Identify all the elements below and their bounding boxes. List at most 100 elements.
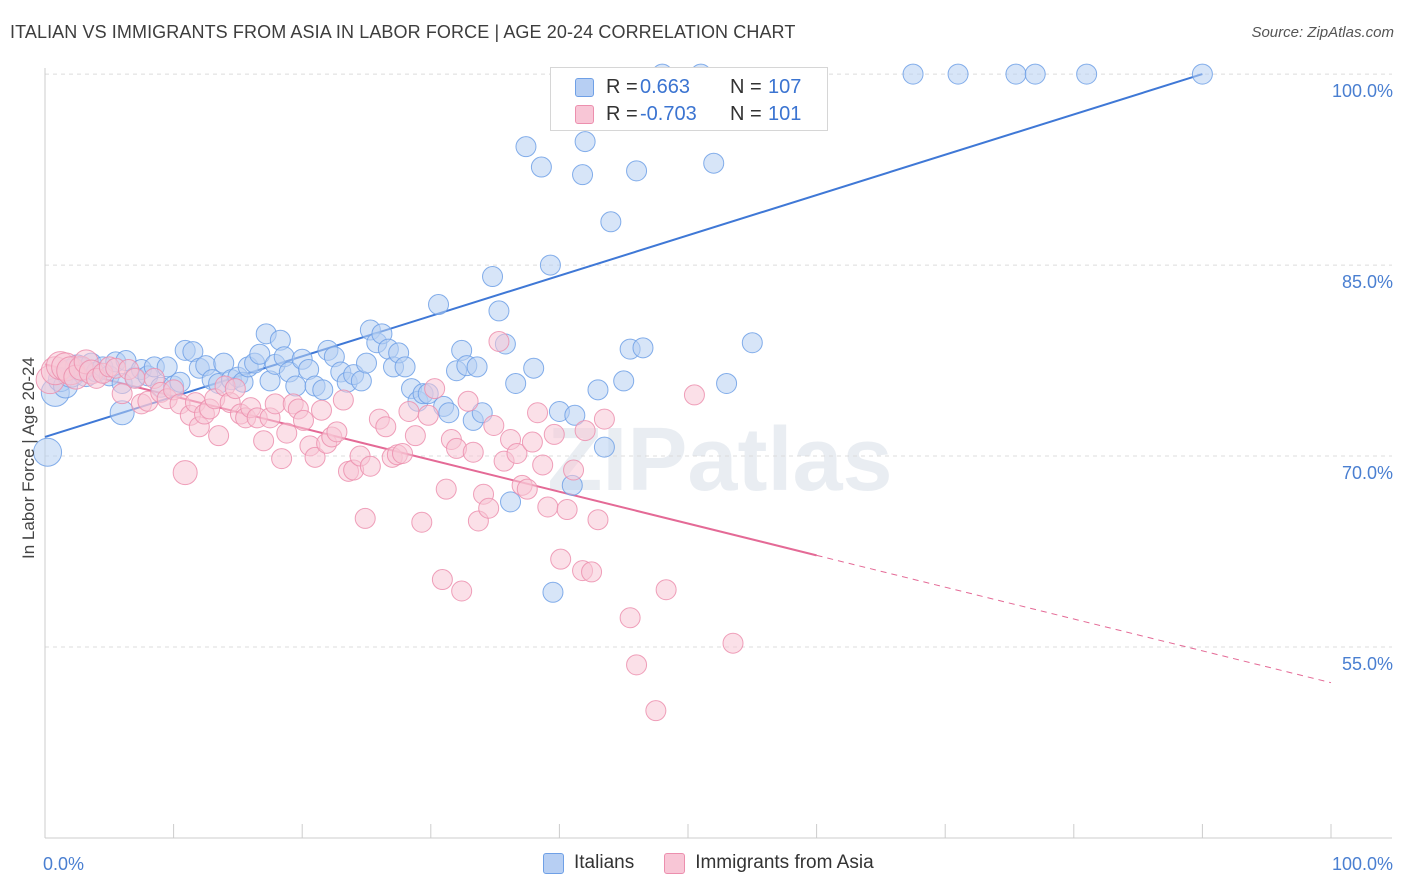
legend-swatch-immigrants — [664, 852, 686, 874]
data-point — [574, 131, 596, 153]
data-point — [392, 443, 414, 465]
data-point — [424, 378, 446, 400]
data-point — [574, 420, 596, 442]
data-point — [438, 402, 460, 424]
data-point — [172, 460, 198, 486]
data-point — [1191, 63, 1213, 85]
data-point — [593, 408, 615, 430]
data-point — [530, 156, 552, 178]
data-point — [716, 372, 738, 394]
data-point — [466, 356, 488, 378]
chart-title: ITALIAN VS IMMIGRANTS FROM ASIA IN LABOR… — [10, 22, 796, 42]
data-point — [683, 384, 705, 406]
data-point — [332, 389, 354, 411]
data-point — [310, 399, 332, 421]
data-point — [488, 330, 510, 352]
data-point — [741, 332, 763, 354]
data-point — [249, 343, 271, 365]
x-tick-labels: 0.0% 100.0% — [43, 854, 1393, 874]
stats-legend: R = 0.663 N = 107 R = -0.703 N = 101 — [550, 67, 828, 131]
data-point — [626, 654, 648, 676]
data-point — [483, 414, 505, 436]
data-point — [354, 507, 376, 529]
legend-label-italians: Italians — [574, 852, 635, 873]
legend-swatch-italians — [575, 77, 594, 97]
data-point — [482, 266, 504, 288]
data-point — [276, 422, 298, 444]
data-point — [285, 375, 307, 397]
data-point — [462, 441, 484, 463]
legend-r-value: 0.663 — [640, 75, 691, 98]
data-point — [304, 446, 326, 468]
data-point — [521, 431, 543, 453]
data-point — [587, 509, 609, 531]
data-point — [947, 63, 969, 85]
data-point — [109, 400, 135, 426]
legend-swatch-immigrants — [575, 104, 594, 124]
data-point — [527, 402, 549, 424]
data-point — [505, 372, 527, 394]
data-point — [516, 478, 538, 500]
series-italians — [33, 63, 1213, 603]
data-point — [581, 561, 603, 583]
data-point — [350, 370, 372, 392]
legend-swatch-italians — [543, 852, 564, 874]
data-point — [428, 294, 450, 316]
source-credit: Source: ZipAtlas.com — [1251, 24, 1394, 41]
legend-n-value: 101 — [768, 102, 802, 125]
data-point — [359, 455, 381, 477]
legend-label-immigrants: Immigrants from Asia — [695, 852, 874, 873]
data-point — [626, 160, 648, 182]
data-point — [550, 548, 572, 570]
legend-n-label: N = — [730, 102, 762, 125]
series-immigrants-from-asia — [35, 330, 744, 722]
data-point — [722, 632, 744, 654]
data-point — [1024, 63, 1046, 85]
data-point — [655, 579, 677, 601]
series-legend: Italians Immigrants from Asia — [543, 852, 904, 874]
data-point — [619, 607, 641, 629]
data-point — [478, 497, 500, 519]
data-point — [312, 379, 334, 401]
data-point — [563, 459, 585, 481]
data-point — [435, 478, 457, 500]
data-point — [539, 254, 561, 276]
data-point — [431, 569, 453, 591]
data-point — [902, 63, 924, 85]
data-point — [523, 357, 545, 379]
x-tick-label: 100.0% — [1332, 854, 1393, 874]
data-point — [537, 496, 559, 518]
legend-item-immigrants[interactable]: Immigrants from Asia — [664, 852, 874, 874]
data-point — [645, 700, 667, 722]
data-point — [417, 404, 439, 426]
data-point — [264, 393, 286, 415]
legend-r-value: -0.703 — [640, 102, 697, 125]
data-point — [543, 423, 565, 445]
data-point — [451, 580, 473, 602]
legend-r-label: R = — [606, 75, 638, 98]
data-point — [613, 370, 635, 392]
data-point — [556, 499, 578, 521]
data-point — [703, 152, 725, 174]
data-point — [356, 352, 377, 374]
x-tick-label: 0.0% — [43, 854, 84, 874]
y-tick-label: 55.0% — [1342, 654, 1393, 674]
data-point — [398, 400, 420, 422]
y-tick-labels: 55.0% 70.0% 85.0% 100.0% — [1332, 81, 1393, 674]
data-point — [411, 511, 433, 533]
legend-item-italians[interactable]: Italians — [543, 852, 634, 874]
data-point — [271, 448, 293, 470]
data-point — [404, 425, 426, 447]
y-axis-label: In Labor Force | Age 20-24 — [19, 357, 38, 559]
y-tick-label: 85.0% — [1342, 272, 1393, 292]
data-point — [394, 356, 416, 378]
legend-row-italians: R = 0.663 N = 107 — [575, 74, 801, 100]
data-point — [1076, 63, 1098, 85]
data-point — [564, 404, 586, 426]
legend-n-label: N = — [730, 75, 762, 98]
data-point — [292, 409, 314, 431]
data-point — [587, 379, 609, 401]
data-point — [542, 581, 564, 603]
y-tick-label: 70.0% — [1342, 463, 1393, 483]
